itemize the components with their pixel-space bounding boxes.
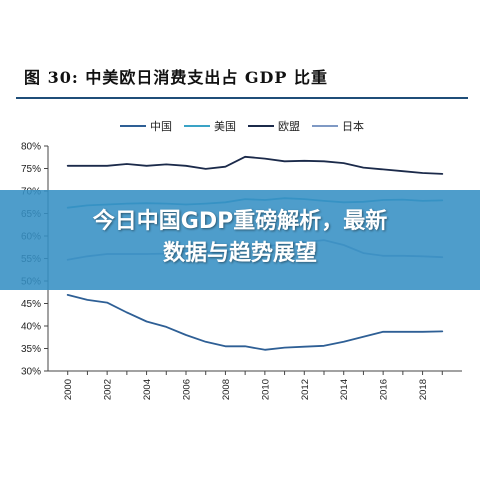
x-tick-label: 2018: [418, 379, 429, 400]
y-tick-label: 80%: [21, 142, 41, 153]
y-tick-label: 45%: [21, 299, 41, 310]
chart-legend: 中国 美国 欧盟 日本: [120, 119, 364, 133]
series-line-china: [66, 293, 444, 351]
x-tick-label: 2012: [300, 379, 311, 400]
headline-line-1: 今日中国GDP重磅解析，最新: [92, 209, 388, 234]
x-axis: 2000 2002 2004 2006 2008 2010 2012 2014 2016 2018: [48, 370, 462, 400]
x-tick-label: 2000: [63, 379, 74, 400]
x-tick-label: 2014: [339, 379, 350, 400]
headline-line-2: 数据与趋势展望: [162, 241, 317, 266]
y-tick-label: 75%: [21, 164, 41, 175]
y-tick-label: 30%: [21, 367, 41, 378]
x-tick-label: 2002: [103, 379, 114, 400]
y-tick-label: 35%: [21, 344, 41, 355]
legend-label-china: 中国: [150, 120, 172, 133]
figure-title: 图 30: 中美欧日消费支出占 GDP 比重: [24, 68, 329, 87]
x-tick-label: 2010: [260, 379, 271, 400]
x-tick-label: 2006: [182, 379, 193, 400]
x-tick-label: 2016: [379, 379, 390, 400]
legend-label-japan: 日本: [342, 119, 364, 133]
x-tick-label: 2004: [142, 379, 153, 400]
legend-label-eu: 欧盟: [278, 120, 300, 133]
x-tick-label: 2008: [221, 379, 232, 400]
series-line-eu: [66, 155, 444, 175]
title-divider: [16, 97, 468, 99]
headline-banner: 今日中国GDP重磅解析，最新 数据与趋势展望: [0, 190, 480, 290]
legend-label-usa: 美国: [214, 120, 236, 133]
y-tick-label: 40%: [21, 322, 41, 333]
